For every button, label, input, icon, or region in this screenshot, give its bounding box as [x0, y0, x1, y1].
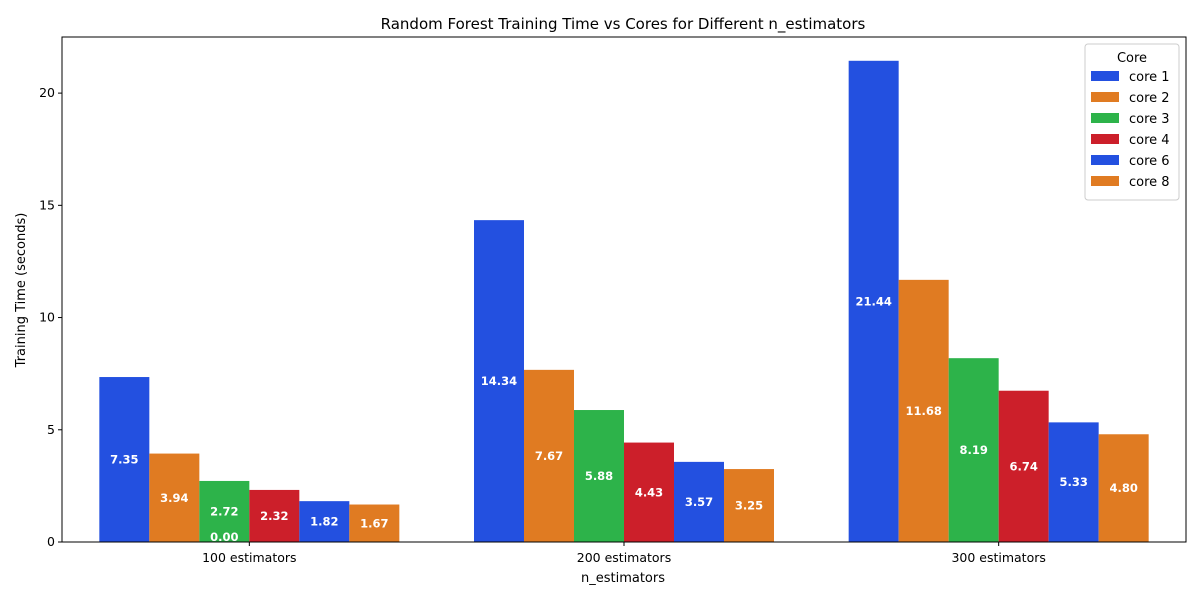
- legend-title: Core: [1117, 51, 1147, 66]
- y-tick-label: 10: [39, 310, 55, 325]
- bar-value-label: 4.80: [1109, 481, 1137, 495]
- bar-core-4-cat-1: [624, 442, 674, 542]
- y-axis-label: Training Time (seconds): [14, 213, 29, 369]
- legend-swatch: [1091, 134, 1119, 144]
- bar-core-3-cat-2: [948, 358, 999, 542]
- bar-value-label: 7.35: [110, 453, 138, 467]
- x-axis-label: n_estimators: [581, 571, 665, 586]
- legend-entry: core 4: [1129, 133, 1170, 148]
- bar-core-3-cat-0: [199, 480, 250, 542]
- x-axis: 100 estimators 200 estimators 300 estimato…: [202, 542, 1046, 565]
- bar-value-label: 5.33: [1059, 475, 1087, 489]
- legend-entry: core 2: [1129, 91, 1170, 106]
- data-labels-layer: 7.35 14.34 21.44 3.94 7.67 11.68 2.72 5.88 8.19 2…: [110, 294, 1138, 544]
- legend-swatch: [1091, 71, 1119, 81]
- chart-title: Random Forest Training Time vs Cores for…: [381, 15, 866, 34]
- y-tick-label: 20: [39, 85, 55, 100]
- legend-entry: core 1: [1129, 70, 1170, 85]
- bar-value-label: 6.74: [1009, 459, 1037, 473]
- bar-value-label: 5.88: [585, 469, 613, 483]
- legend-entry: core 8: [1129, 175, 1170, 190]
- y-tick-label: 0: [47, 534, 55, 549]
- bar-value-label: 3.94: [160, 491, 188, 505]
- bar-core-6-cat-1: [674, 461, 724, 542]
- bar-value-label: 21.44: [855, 294, 891, 308]
- bar-value-label: 11.68: [905, 404, 941, 418]
- bar-value-label: 14.34: [481, 374, 517, 388]
- bar-core-8-cat-2: [1098, 434, 1149, 542]
- legend-entry: core 6: [1129, 154, 1170, 169]
- bar-core-2-cat-2: [898, 279, 949, 542]
- bar-value-label: 7.67: [535, 449, 563, 463]
- y-tick-label: 15: [39, 197, 55, 212]
- legend-swatch: [1091, 176, 1119, 186]
- bar-core-4-cat-0: [249, 489, 300, 542]
- bar-value-label: 3.57: [685, 495, 713, 509]
- bar-core-3-cat-1: [574, 410, 624, 542]
- bar-core-2-cat-1: [524, 369, 574, 542]
- bar-core-4-cat-2: [998, 390, 1049, 542]
- bar-value-label: 2.32: [260, 509, 288, 523]
- bar-core-8-cat-1: [724, 469, 774, 542]
- legend-entry: core 3: [1129, 112, 1170, 127]
- x-tick-label: 300 estimators: [951, 550, 1045, 565]
- bar-core-8-cat-0: [349, 504, 400, 542]
- bar-core-1-cat-1: [474, 220, 524, 542]
- bar-core-1-cat-0: [99, 377, 150, 542]
- bar-value-label: 2.72: [210, 504, 238, 518]
- annotation-label: 0.00: [210, 530, 238, 544]
- y-tick-label: 5: [47, 422, 55, 437]
- bar-value-label: 1.67: [360, 516, 388, 530]
- legend-swatch: [1091, 113, 1119, 123]
- legend: Core core 1 core 2 core 3 core 4 core 6 core 8: [1084, 43, 1180, 201]
- bars-layer: [99, 60, 1149, 543]
- bar-core-2-cat-0: [149, 453, 200, 542]
- y-axis: 0 5 10 15 20: [39, 85, 62, 549]
- bar-core-1-cat-2: [848, 60, 899, 543]
- legend-swatch: [1091, 92, 1119, 102]
- bar-value-label: 4.43: [635, 485, 663, 499]
- bar-core-6-cat-0: [299, 501, 350, 542]
- x-tick-label: 200 estimators: [577, 550, 671, 565]
- legend-swatch: [1091, 155, 1119, 165]
- bar-core-6-cat-2: [1048, 422, 1099, 542]
- bar-value-label: 3.25: [735, 499, 763, 513]
- x-tick-label: 100 estimators: [202, 550, 296, 565]
- bar-value-label: 1.82: [310, 515, 338, 529]
- bar-value-label: 8.19: [959, 443, 987, 457]
